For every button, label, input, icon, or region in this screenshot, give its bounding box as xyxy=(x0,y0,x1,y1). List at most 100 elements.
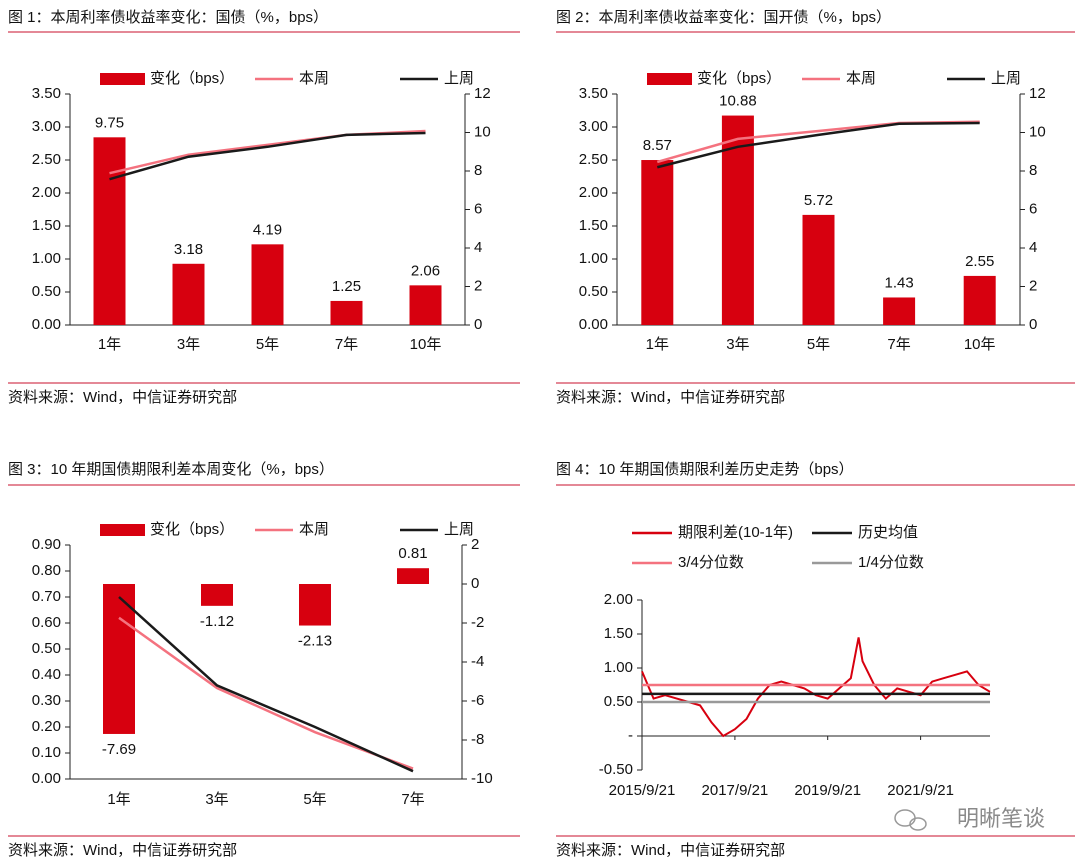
line xyxy=(109,131,426,181)
x-tick-label: 5年 xyxy=(303,791,326,808)
data-label: 4.19 xyxy=(253,221,282,238)
x-tick-label: 3年 xyxy=(726,336,749,353)
legend-label: 3/4分位数 xyxy=(678,554,744,571)
y-tick-label: 3.00 xyxy=(32,118,61,135)
line xyxy=(118,596,414,773)
data-label: 8.57 xyxy=(643,137,672,154)
y-tick-label: 0 xyxy=(1029,316,1037,333)
y-tick-label: - xyxy=(628,727,633,744)
data-label: -7.69 xyxy=(102,741,136,758)
x-tick-label: 1年 xyxy=(98,336,121,353)
data-label: 1.43 xyxy=(884,274,913,291)
x-tick-label: 1年 xyxy=(646,336,669,353)
bar xyxy=(251,244,284,325)
y-tick-label: 1.50 xyxy=(579,217,608,234)
x-tick-label: 10年 xyxy=(410,336,442,353)
bar xyxy=(409,285,442,325)
x-tick-label: 3年 xyxy=(177,336,200,353)
y-tick-label: 10 xyxy=(1029,123,1046,140)
y-tick-label: 0.50 xyxy=(32,640,61,657)
x-tick-label: 2019/9/21 xyxy=(794,782,861,799)
y-tick-label: -0.50 xyxy=(599,761,633,778)
data-label: 0.81 xyxy=(398,545,427,562)
data-label: 9.75 xyxy=(95,114,124,131)
y-tick-label: 0.90 xyxy=(32,536,61,553)
x-tick-label: 3年 xyxy=(205,791,228,808)
y-tick-label: 0.70 xyxy=(32,588,61,605)
y-tick-label: 3.50 xyxy=(579,85,608,102)
y-tick-label: 3.50 xyxy=(32,85,61,102)
y-tick-label: -10 xyxy=(471,770,493,787)
y-tick-label: -8 xyxy=(471,731,484,748)
line xyxy=(641,637,991,738)
legend-label: 历史均值 xyxy=(858,524,918,541)
y-tick-label: -2 xyxy=(471,614,484,631)
x-tick-label: 5年 xyxy=(256,336,279,353)
bar xyxy=(299,584,331,626)
y-tick-label: 0.60 xyxy=(32,614,61,631)
y-tick-label: 0.30 xyxy=(32,692,61,709)
watermark-icon xyxy=(894,809,927,831)
y-tick-label: 1.50 xyxy=(604,625,633,642)
y-tick-label: 2.00 xyxy=(579,184,608,201)
y-tick-label: 2.50 xyxy=(579,151,608,168)
x-tick-label: 7年 xyxy=(335,336,358,353)
legend-label: 变化（bps） xyxy=(697,70,781,87)
chart-title: 图 2：本周利率债收益率变化：国开债（%，bps） xyxy=(556,9,891,26)
y-tick-label: 4 xyxy=(1029,239,1037,256)
data-label: -1.12 xyxy=(200,613,234,630)
legend-label: 1/4分位数 xyxy=(858,554,924,571)
bar xyxy=(330,300,363,325)
data-label: 5.72 xyxy=(804,192,833,209)
y-tick-label: 0.00 xyxy=(579,316,608,333)
y-tick-label: 6 xyxy=(474,200,482,217)
source: 资料来源：Wind，中信证券研究部 xyxy=(556,842,785,859)
chart-title: 图 3：10 年期国债期限利差本周变化（%，bps） xyxy=(8,461,334,478)
bar xyxy=(172,263,205,325)
bar xyxy=(641,160,674,325)
bar xyxy=(103,584,135,734)
line xyxy=(656,121,980,169)
legend-swatch xyxy=(647,73,692,85)
y-tick-label: -4 xyxy=(471,653,484,670)
y-tick-label: 2 xyxy=(471,536,479,553)
source: 资料来源：Wind，中信证券研究部 xyxy=(556,389,785,406)
y-tick-label: 6 xyxy=(1029,200,1037,217)
data-label: 1.25 xyxy=(332,278,361,295)
y-tick-label: 12 xyxy=(1029,85,1046,102)
chart-title: 图 4：10 年期国债期限利差历史走势（bps） xyxy=(556,461,854,478)
y-tick-label: 0.20 xyxy=(32,718,61,735)
legend-label: 本周 xyxy=(846,70,876,87)
x-tick-label: 7年 xyxy=(401,791,424,808)
y-tick-label: 0.10 xyxy=(32,744,61,761)
y-tick-label: 0.40 xyxy=(32,666,61,683)
y-tick-label: 10 xyxy=(474,123,491,140)
bar xyxy=(802,214,835,325)
watermark: 明晰笔谈 xyxy=(957,806,1045,831)
y-tick-label: -6 xyxy=(471,692,484,709)
y-tick-label: 0 xyxy=(471,575,479,592)
legend-swatch xyxy=(100,524,145,536)
line xyxy=(118,616,414,770)
y-tick-label: 0.00 xyxy=(32,316,61,333)
legend-label: 变化（bps） xyxy=(150,521,234,538)
legend-label: 变化（bps） xyxy=(150,70,234,87)
data-label: 3.18 xyxy=(174,241,203,258)
y-tick-label: 8 xyxy=(474,162,482,179)
chart-title: 图 1：本周利率债收益率变化：国债（%，bps） xyxy=(8,9,328,26)
x-tick-label: 2015/9/21 xyxy=(609,782,676,799)
y-tick-label: 1.00 xyxy=(579,250,608,267)
source: 资料来源：Wind，中信证券研究部 xyxy=(8,389,237,406)
y-tick-label: 1.00 xyxy=(604,659,633,676)
data-label: 10.88 xyxy=(719,93,757,110)
bar xyxy=(883,297,916,325)
x-tick-label: 2021/9/21 xyxy=(887,782,954,799)
y-tick-label: 1.00 xyxy=(32,250,61,267)
y-tick-label: 4 xyxy=(474,239,482,256)
x-tick-label: 5年 xyxy=(807,336,830,353)
y-tick-label: 0 xyxy=(474,316,482,333)
y-tick-label: 12 xyxy=(474,85,491,102)
data-label: -2.13 xyxy=(298,633,332,650)
legend-label: 上周 xyxy=(444,521,474,538)
